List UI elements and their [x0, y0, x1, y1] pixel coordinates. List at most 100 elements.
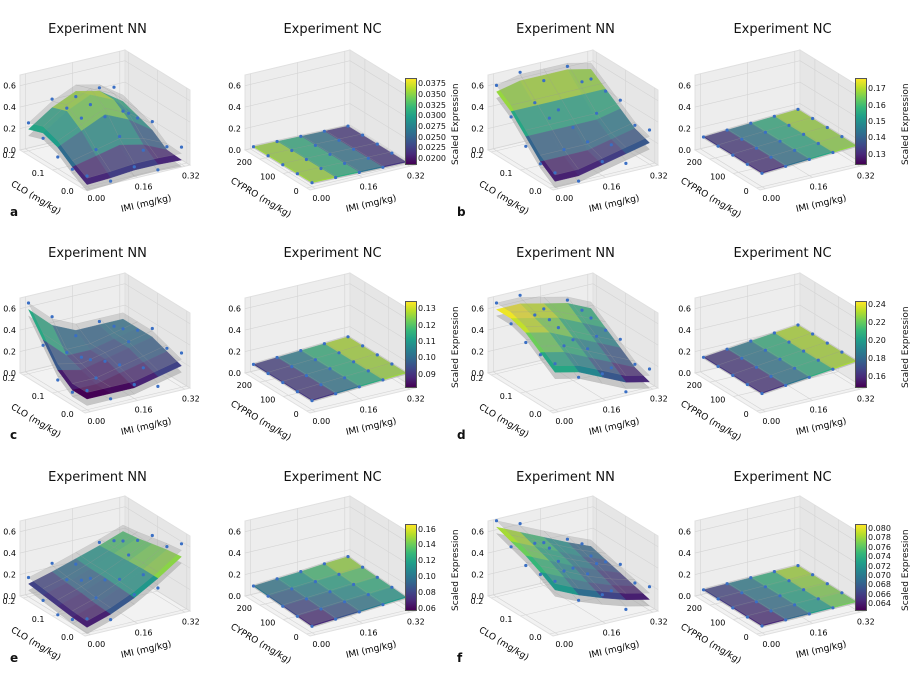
x-axis-label: IMI (mg/kg): [345, 417, 397, 438]
data-point: [565, 64, 569, 68]
surface-patch: [543, 62, 583, 95]
gridline: [694, 304, 866, 346]
data-point: [494, 519, 499, 523]
surface-patch: [543, 296, 583, 317]
data-point: [299, 570, 303, 574]
data-point: [624, 161, 628, 165]
x-tick-label: 0.32: [650, 171, 668, 180]
data-point: [141, 366, 145, 370]
surface-patch: [510, 311, 550, 327]
data-point: [763, 348, 767, 352]
x-axis-label: IMI (mg/kg): [120, 417, 172, 438]
data-point: [796, 323, 800, 327]
x-tick-label: 0.00: [312, 417, 330, 426]
data-point: [156, 168, 160, 172]
surface-patch: [495, 297, 536, 313]
surface-patch: [557, 311, 598, 337]
data-point: [647, 585, 652, 589]
colorbar-tick-label: 0.06: [418, 604, 436, 613]
data-point: [266, 154, 270, 158]
data-point: [633, 581, 637, 585]
z-tick-label: 0.6: [471, 82, 484, 91]
z-tick-label: 0.2: [3, 348, 16, 357]
colorbar-tick-label: 0.0275: [418, 121, 446, 131]
data-point: [343, 161, 347, 165]
x-tick-label: 0.16: [135, 629, 153, 638]
data-point: [79, 116, 83, 120]
data-point: [103, 578, 107, 582]
data-point: [390, 151, 394, 155]
colorbar-tick-label: 0.0325: [418, 100, 446, 110]
data-point: [580, 308, 584, 312]
surface-patch: [142, 543, 182, 573]
data-point: [745, 162, 749, 166]
data-point: [390, 362, 394, 366]
data-point: [618, 98, 622, 102]
surface-patch: [610, 578, 651, 594]
data-point: [313, 358, 317, 362]
surface-plot-d-nc: 0.0 0.2 0.4 0.6 0.00 0.16 0.32 0 100 200 IMI (mg/k…: [678, 272, 875, 443]
surface-patch: [510, 99, 550, 131]
data-point: [831, 150, 835, 155]
z-tick-label: 0.4: [678, 326, 691, 335]
data-point: [604, 89, 608, 93]
data-point: [313, 143, 317, 147]
data-point: [745, 382, 749, 387]
data-point: [74, 562, 78, 566]
data-point: [290, 365, 294, 369]
data-point: [740, 137, 744, 141]
data-point: [310, 399, 314, 403]
data-point: [361, 565, 365, 569]
x-tick-label: 0.16: [603, 183, 621, 192]
surface-patch: [113, 531, 153, 556]
surface-patch: [610, 355, 650, 376]
x-tick-label: 0.32: [182, 171, 200, 180]
data-point: [88, 576, 92, 580]
x-axis-label: IMI (mg/kg): [588, 640, 640, 661]
data-point: [556, 326, 560, 330]
surface-patch: [72, 155, 111, 185]
y-tick-label: 200: [687, 158, 702, 167]
y-tick-label: 0.0: [529, 633, 542, 642]
data-point: [281, 380, 285, 385]
data-point: [121, 539, 125, 543]
data-point: [701, 588, 706, 592]
data-point: [118, 134, 122, 139]
data-point: [553, 171, 557, 175]
data-point: [565, 537, 569, 541]
y-tick-label: 200: [237, 158, 252, 167]
data-point: [352, 582, 356, 587]
data-point: [807, 375, 811, 379]
z-tick-label: 0.4: [471, 103, 484, 112]
data-point: [132, 593, 136, 597]
surface-patch: [548, 325, 589, 352]
data-point: [322, 129, 326, 133]
data-point: [337, 138, 341, 142]
surface-patch: [98, 524, 139, 548]
surface-patch: [510, 534, 551, 555]
data-point: [778, 357, 782, 361]
mean-surface: [253, 336, 407, 401]
surface-patch: [72, 603, 111, 628]
colorbar-tick-label: 0.078: [868, 533, 891, 543]
colorbar-tick-label: 0.13: [418, 304, 436, 314]
data-point: [136, 538, 140, 542]
surface-patch: [71, 384, 112, 400]
z-tick-label: 0.6: [228, 82, 241, 91]
data-point: [85, 388, 89, 393]
plot-title: Experiment NC: [733, 470, 832, 485]
x-tick-label: 0.16: [603, 629, 621, 638]
gridline: [244, 549, 416, 590]
data-point: [763, 130, 767, 134]
data-point: [547, 546, 551, 550]
data-point: [337, 572, 341, 576]
y-tick-label: 0.1: [500, 615, 513, 624]
data-point: [811, 332, 815, 336]
surface-patch: [540, 352, 579, 373]
x-tick-label: 0.00: [555, 640, 573, 649]
colorbar-tick-label: 0.068: [868, 580, 891, 590]
data-point: [352, 360, 356, 364]
